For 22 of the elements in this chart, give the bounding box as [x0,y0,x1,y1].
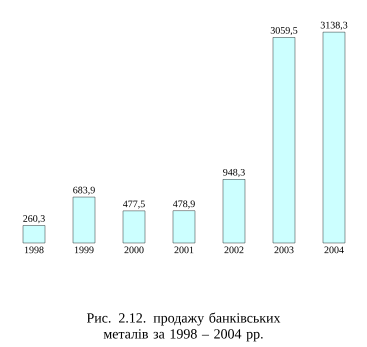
data-label: 3138,3 [320,22,348,30]
x-tick-label: 2004 [324,246,344,254]
x-tick-label: 1998 [24,246,44,254]
data-label: 948,3 [223,168,245,178]
bar [222,179,246,244]
bar [72,196,96,244]
bar [122,210,146,244]
bar [22,225,46,244]
bar [172,210,196,244]
x-tick-label: 2003 [274,246,294,254]
x-tick-label: 2002 [224,246,244,254]
x-tick-label: 1999 [74,246,94,254]
data-label: 477,5 [122,200,145,209]
data-label: 683,9 [73,186,95,195]
data-label: 478,9 [172,200,195,209]
data-label: 3059,5 [270,27,298,36]
text: Рис. 2.12. продажу банківських металів за 1998 – 2004 рр. [86,312,280,342]
data-label: 260,3 [23,215,45,224]
x-tick-label: 2000 [124,246,144,254]
bar [322,32,346,244]
bar [272,37,296,244]
x-tick-label: 2001 [174,246,194,254]
